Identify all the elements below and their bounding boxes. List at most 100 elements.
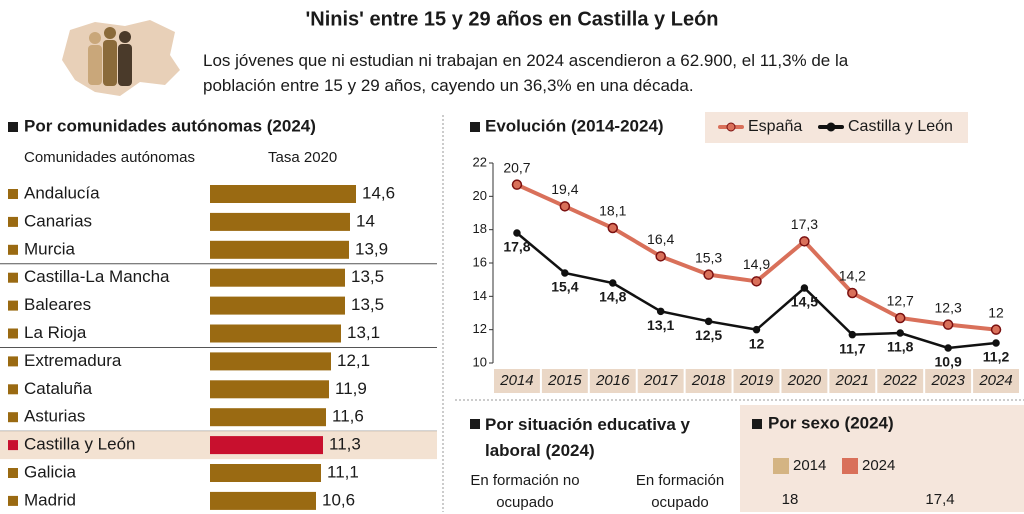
data-label: 11,7 xyxy=(839,340,866,356)
y-tick-label: 20 xyxy=(473,188,487,203)
marker xyxy=(607,222,619,234)
bar xyxy=(210,240,349,259)
legend-label: Castilla y León xyxy=(848,118,953,135)
category-label: Extremadura xyxy=(24,351,122,370)
bar xyxy=(210,268,345,287)
legend-swatch xyxy=(842,458,858,474)
data-label: 12 xyxy=(749,335,765,351)
marker xyxy=(751,276,762,287)
x-tick-label: 2018 xyxy=(691,372,726,389)
value-label: 14,6 xyxy=(362,183,395,202)
legend-marker xyxy=(826,122,836,132)
title: 'Ninis' entre 15 y 29 años en Castilla y… xyxy=(306,8,719,30)
bullet xyxy=(8,244,18,255)
category-label: Asturias xyxy=(24,407,85,426)
marker xyxy=(990,324,1002,335)
icon xyxy=(62,20,180,96)
value-label: 13,5 xyxy=(351,295,384,314)
legend-label: 2024 xyxy=(862,457,895,474)
x-label-box xyxy=(829,369,876,393)
data-label: 13,1 xyxy=(647,317,674,333)
bullet xyxy=(8,328,18,339)
bullet xyxy=(8,412,18,423)
data-label: 20,7 xyxy=(503,159,530,175)
y-tick-label: 18 xyxy=(473,221,487,236)
bar xyxy=(210,212,350,231)
x-tick-label: 2024 xyxy=(978,372,1012,389)
legend-marker xyxy=(726,122,736,132)
value-label: 13,9 xyxy=(355,239,388,258)
data-label: 14,2 xyxy=(839,268,866,284)
bullet xyxy=(8,440,18,451)
category-label: Andalucía xyxy=(24,183,100,202)
data-label: 15,3 xyxy=(695,249,722,265)
data-label: 12,7 xyxy=(887,293,914,309)
bullet xyxy=(8,495,18,506)
x-label-box xyxy=(637,369,684,393)
data-label: 17,3 xyxy=(791,216,818,232)
marker xyxy=(609,279,617,287)
category-label: Baleares xyxy=(24,295,91,314)
x-label-box xyxy=(685,369,732,393)
data-label: 18 xyxy=(782,491,799,508)
y-tick-label: 10 xyxy=(473,354,487,369)
category-label: Canarias xyxy=(24,211,92,230)
value-label: 12,1 xyxy=(337,351,370,370)
bar xyxy=(210,436,323,455)
data-label: 11,8 xyxy=(887,339,914,355)
marker xyxy=(799,236,810,247)
bar xyxy=(210,380,329,399)
x-label-box xyxy=(733,369,780,393)
x-tick-label: 2016 xyxy=(595,372,630,389)
data-label: 10,9 xyxy=(935,354,962,370)
marker xyxy=(513,229,521,237)
category-label: Galicia xyxy=(24,462,77,481)
x-label-box xyxy=(973,369,1019,393)
x-label-box xyxy=(877,369,924,393)
x-label-box xyxy=(541,369,588,393)
panel-title: Evolución (2014-2024) xyxy=(485,116,664,135)
bullet xyxy=(8,216,18,227)
x-tick-label: 2019 xyxy=(739,372,774,389)
bar xyxy=(210,324,341,343)
category-label: Murcia xyxy=(24,239,76,258)
marker xyxy=(511,179,523,190)
marker xyxy=(847,287,858,299)
bullet xyxy=(8,189,18,199)
marker xyxy=(561,269,569,277)
data-label: 17,4 xyxy=(925,491,954,508)
bar xyxy=(210,491,316,510)
value-label: 11,6 xyxy=(332,407,364,426)
category-label: Castilla-La Mancha xyxy=(24,267,170,286)
column-header: Comunidades autónomas xyxy=(24,149,195,166)
category-label: Castilla y León xyxy=(24,435,136,454)
data-label: 14,9 xyxy=(743,256,770,272)
x-tick-label: 2021 xyxy=(835,372,869,389)
x-tick-label: 2014 xyxy=(499,372,533,389)
y-tick-label: 12 xyxy=(473,321,487,336)
bullet xyxy=(8,384,18,395)
category-label: Madrid xyxy=(24,490,76,509)
panel-title: Por situación educativa y laboral (2024) xyxy=(485,415,691,460)
y-tick-label: 16 xyxy=(473,254,487,269)
value-label: 13,5 xyxy=(351,267,384,286)
data-label: 12,3 xyxy=(935,299,962,315)
value-label: 14 xyxy=(356,211,375,230)
value-label: 11,9 xyxy=(335,379,367,398)
bullet xyxy=(752,419,762,429)
marker xyxy=(655,251,666,262)
marker xyxy=(559,201,571,212)
category-label: La Rioja xyxy=(24,323,87,342)
bar xyxy=(210,352,331,371)
bullet xyxy=(8,122,18,132)
legend-label: 2014 xyxy=(793,457,826,474)
marker xyxy=(944,344,952,352)
marker xyxy=(656,307,665,316)
bar xyxy=(210,296,345,315)
data-label: 11,2 xyxy=(983,349,1010,365)
bar xyxy=(210,464,321,482)
legend-swatch xyxy=(773,458,789,474)
bullet xyxy=(8,468,18,478)
